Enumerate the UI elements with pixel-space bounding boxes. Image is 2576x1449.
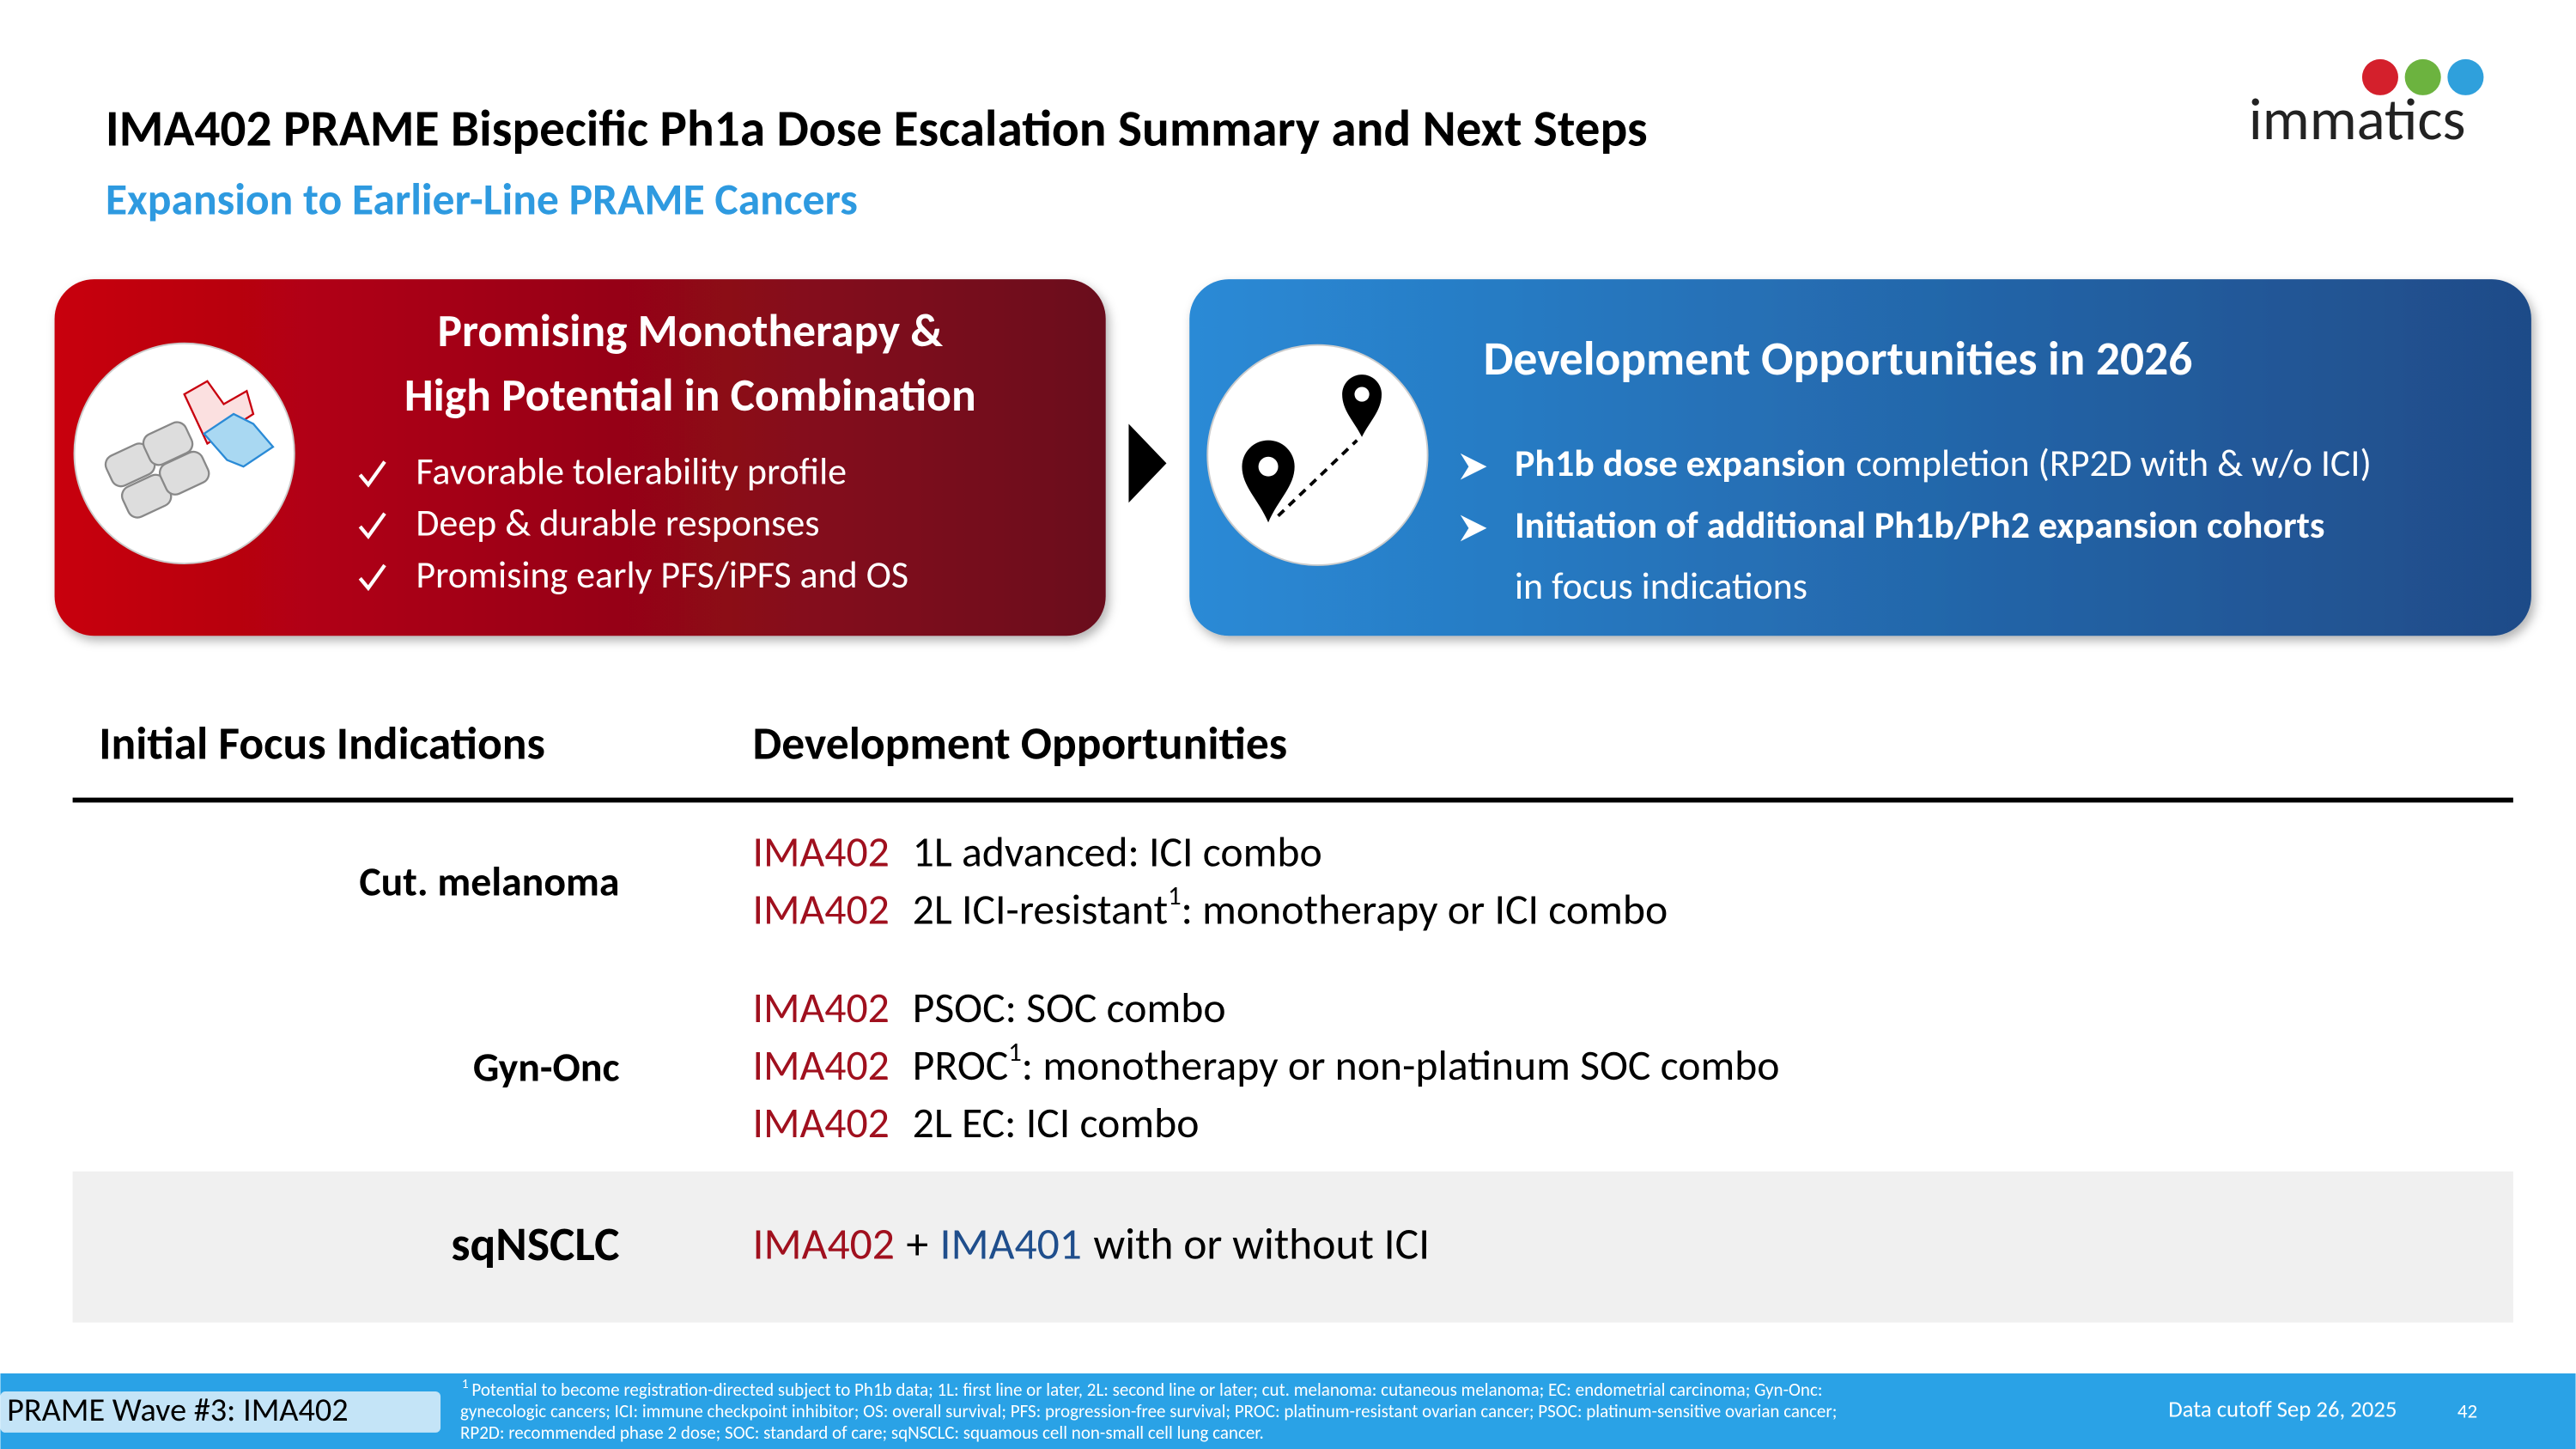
pins-icon: [1242, 374, 1382, 523]
drug-name: IMA402: [752, 884, 889, 935]
footnote-line: Potential to become registration-directe…: [471, 1379, 1822, 1401]
arrow: [1128, 423, 1167, 503]
opportunity: IMA402 2L ICI-resistant1: monotherapy or …: [752, 881, 1668, 936]
table-header: Development Opportunities: [752, 715, 1287, 771]
subtitle: Expansion to Earlier-Line PRAME Cancers: [106, 173, 858, 227]
drug-name: IMA402: [752, 1098, 889, 1149]
text-part: 2L ICI-resistant: [913, 884, 1168, 935]
arrow-bullet: [1460, 453, 1487, 480]
arrow-bullet: [1460, 514, 1487, 542]
text-part: 2L EC: ICI combo: [913, 1098, 1200, 1149]
left-panel: [54, 279, 1106, 636]
check-mark: [358, 460, 386, 488]
right-bullets: Ph1b dose expansion completion (RP2D with…: [1460, 440, 2372, 609]
text-part: completion (RP2D with & w/o ICI): [1856, 440, 2371, 486]
text-part: : monotherapy or non-platinum SOC combo: [1022, 1040, 1780, 1092]
page-number: 42: [2458, 1399, 2477, 1423]
footnote-line: gynecologic cancers; ICI: immune checkpo…: [460, 1400, 1837, 1422]
row-band: [72, 1171, 2513, 1323]
bullet-text: Promising early PFS/iPFS and OS: [416, 551, 908, 598]
drug-name: IMA402: [752, 826, 889, 878]
table-body: Cut. melanoma IMA402 1L advanced: ICI comb…: [359, 826, 1779, 1273]
text-part: PSOC: SOC combo: [913, 983, 1226, 1034]
bold-part: Initiation of additional Ph1b/Ph2 expans…: [1515, 502, 2325, 548]
bullet-continuation: in focus indications: [1515, 563, 1807, 609]
drug-name: IMA402: [752, 1040, 889, 1092]
combination-icon: [104, 380, 275, 519]
check-mark: [358, 563, 386, 592]
bullet-text: Favorable tolerability profile: [416, 447, 847, 494]
text-part: with or without ICI: [1093, 1217, 1430, 1271]
superscript: 1: [1008, 1037, 1022, 1068]
opportunity: IMA402 PROC1: monotherapy or non-platinum…: [752, 1037, 1779, 1092]
title-line: Promising Monotherapy &: [438, 303, 944, 359]
check-mark: [358, 512, 386, 539]
left-title: Promising Monotherapy & High Potential in…: [404, 303, 976, 423]
text-part: 1L advanced: ICI combo: [913, 826, 1322, 878]
bullet-text: Deep & durable responses: [416, 500, 819, 546]
right-title: Development Opportunities in 2026: [1484, 329, 2193, 387]
bullet-text: Initiation of additional Ph1b/Ph2 expans…: [1515, 502, 2325, 548]
indication: sqNSCLC: [451, 1215, 619, 1273]
right-panel: [1189, 279, 2531, 636]
bold-part: Ph1b dose expansion: [1515, 440, 1846, 486]
footnote-line: RP2D: recommended phase 2 dose; SOC: sta…: [460, 1422, 1264, 1444]
bullet-text: Ph1b dose expansion completion (RP2D with…: [1515, 440, 2372, 486]
title: IMA402 PRAME Bispecific Ph1a Dose Escala…: [106, 97, 1648, 159]
drug-name: IMA402: [752, 983, 889, 1034]
section-tag: [0, 1391, 441, 1433]
logo-mark: [2361, 58, 2484, 95]
superscript: 1: [1168, 881, 1182, 913]
join: +: [906, 1217, 928, 1271]
drug-name: IMA401: [939, 1217, 1082, 1271]
opportunity: IMA402 2L EC: ICI combo: [752, 1098, 1199, 1149]
data-cutoff: Data cutoff Sep 26, 2025: [2168, 1396, 2397, 1423]
footnote: 1 Potential to become registration-direct…: [460, 1376, 1837, 1444]
footnote-marker: 1: [462, 1376, 469, 1392]
opportunity: IMA402 + IMA401 with or without ICI: [752, 1217, 1430, 1271]
drug-name: IMA402: [752, 1217, 895, 1271]
indication: Cut. melanoma: [359, 856, 619, 907]
logo-text: immatics: [2249, 83, 2466, 155]
text-part: PROC: [913, 1040, 1009, 1092]
opportunity: IMA402 1L advanced: ICI combo: [752, 826, 1321, 878]
opportunity: IMA402 PSOC: SOC combo: [752, 983, 1225, 1034]
indication: Gyn-Onc: [473, 1042, 620, 1093]
left-bullets: Favorable tolerability profile Deep & dur…: [358, 447, 908, 598]
title-line: High Potential in Combination: [404, 368, 976, 423]
section-label: PRAME Wave #3: IMA402: [7, 1391, 349, 1430]
icon-circle: [1206, 344, 1429, 566]
table-header: Initial Focus Indications: [99, 715, 545, 771]
text-part: : monotherapy or ICI combo: [1182, 884, 1668, 935]
